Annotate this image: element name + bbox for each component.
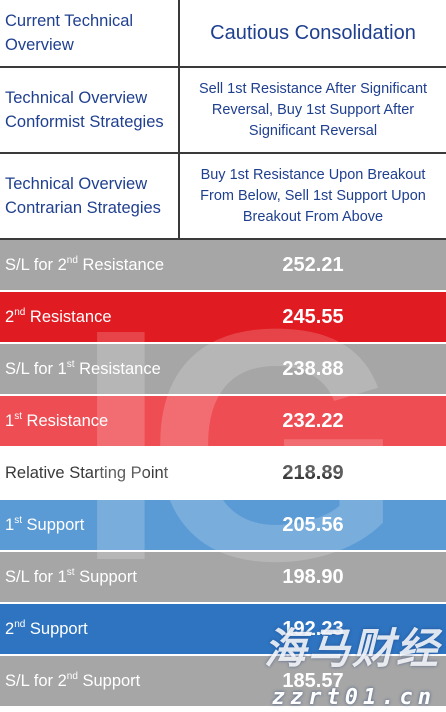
level-label: S/L for 2nd Support (5, 670, 141, 690)
conformist-value: Sell 1st Resistance After Significant Re… (198, 80, 428, 139)
level-value: 185.57 (282, 669, 344, 692)
stop-loss-1st-resistance-row: S/L for 1st Resistance 238.88 (0, 344, 446, 396)
overview-row: Current Technical Overview Cautious Cons… (0, 0, 446, 68)
level-value: 232.22 (282, 409, 344, 432)
stop-loss-1st-support-row: S/L for 1st Support 198.90 (0, 552, 446, 604)
level-value: 218.89 (282, 461, 344, 484)
1st-resistance-row: 1st Resistance 232.22 (0, 396, 446, 448)
contrarian-label: Technical Overview Contrarian Strategies (0, 154, 180, 238)
conformist-row: Technical Overview Conformist Strategies… (0, 68, 446, 154)
relative-starting-point-row: Relative Starting Point 218.89 (0, 448, 446, 500)
level-label: 2nd Resistance (5, 306, 112, 326)
level-label: 1st Resistance (5, 410, 109, 430)
contrarian-value: Buy 1st Resistance Upon Breakout From Be… (200, 166, 426, 225)
2nd-support-row: 2nd Support 192.23 (0, 604, 446, 656)
stop-loss-2nd-resistance-row: S/L for 2nd Resistance 252.21 (0, 240, 446, 292)
level-value: 205.56 (282, 513, 344, 536)
level-label: 1st Support (5, 514, 85, 534)
site-logo-watermark: 海马财经 (263, 624, 440, 673)
level-value: 245.55 (282, 305, 344, 328)
1st-support-row: 1st Support 205.56 (0, 500, 446, 552)
overview-value: Cautious Consolidation (210, 21, 416, 44)
2nd-resistance-row: 2nd Resistance 245.55 (0, 292, 446, 344)
level-value: 238.88 (282, 357, 344, 380)
level-label: S/L for 2nd Resistance (5, 254, 165, 274)
site-url-watermark: zzrt01.cn (271, 685, 436, 710)
conformist-label: Technical Overview Conformist Strategies (0, 68, 180, 152)
overview-label: Current Technical Overview (0, 0, 180, 66)
level-value: 198.90 (282, 565, 344, 588)
stop-loss-2nd-support-row: S/L for 2nd Support 185.57 (0, 656, 446, 706)
level-value: 252.21 (282, 253, 344, 276)
level-label: Relative Starting Point (5, 464, 169, 482)
contrarian-row: Technical Overview Contrarian Strategies… (0, 154, 446, 240)
level-label: S/L for 1st Support (5, 566, 137, 586)
level-label: S/L for 1st Resistance (5, 358, 161, 378)
level-value: 192.23 (282, 617, 344, 640)
level-label: 2nd Support (5, 618, 88, 638)
